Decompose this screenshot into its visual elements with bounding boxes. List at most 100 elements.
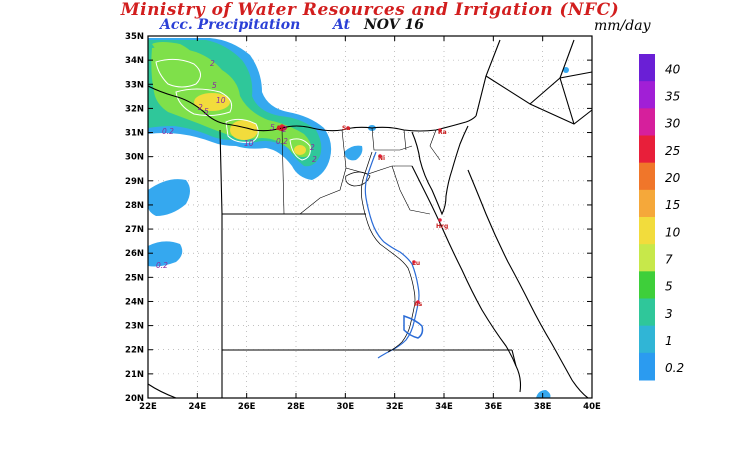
- lat-tick-label: 32N: [125, 104, 144, 114]
- legend-swatch: [639, 244, 655, 272]
- city-labels: Sa Ni Ra Lu Hrg As Ar: [276, 125, 448, 308]
- nile-river: [360, 151, 424, 359]
- legend-swatch: [639, 271, 655, 299]
- precip-core-2: [230, 120, 258, 140]
- legend-label: 7: [665, 252, 673, 266]
- station-luxor: [412, 260, 416, 264]
- coastline-arabia: [467, 169, 589, 399]
- legend-swatch: [639, 108, 655, 136]
- station-portsaid: [438, 128, 442, 132]
- precip-field: [148, 38, 569, 398]
- legend-swatch: [639, 162, 655, 191]
- lat-tick-label: 30N: [125, 153, 144, 163]
- date-label: NOV 16: [364, 17, 424, 33]
- legend-label: 15: [665, 198, 680, 212]
- legend-swatch: [639, 325, 655, 354]
- contour-label: 0.2: [276, 137, 288, 146]
- lon-tick-label: 40E: [583, 402, 601, 412]
- precip-patch-ne: [563, 67, 569, 73]
- legend-label: 40: [665, 62, 681, 76]
- legend-label: 20: [665, 171, 681, 185]
- lon-tick-label: 32E: [386, 402, 404, 412]
- legend-label: 25: [665, 144, 680, 158]
- lon-tick-label: 30E: [337, 402, 355, 412]
- city-label: Lu: [412, 260, 420, 267]
- station-aswan: [416, 300, 420, 304]
- legend-label: 1: [665, 334, 673, 348]
- precip-patch-se: [536, 390, 551, 398]
- lat-tick-label: 24N: [125, 297, 144, 307]
- lat-tick-label: 23N: [125, 322, 144, 332]
- lon-tick-label: 24E: [189, 402, 207, 412]
- contour-label: 2: [198, 103, 203, 112]
- legend-label: 0.2: [665, 361, 684, 375]
- border-sudan-east: [511, 349, 517, 367]
- lat-tick-label: 21N: [125, 370, 144, 380]
- lat-tick-label: 35N: [125, 32, 144, 42]
- color-legend: 40 35 30 25 20 15 10 7 5 3 1 0.2: [639, 54, 684, 381]
- legend-swatch: [639, 81, 655, 109]
- station-alexandria: [346, 126, 350, 130]
- lat-tick-label: 27N: [125, 225, 144, 235]
- city-label: Sa: [342, 125, 350, 132]
- lon-tick-label: 22E: [139, 402, 157, 412]
- lon-tick-labels: 22E 24E 26E 28E 30E 32E 34E 36E 38E 40E: [139, 402, 601, 412]
- legend-label: 3: [665, 307, 673, 321]
- lat-tick-labels: 35N 34N 33N 32N 31N 30N 29N 28N 27N 26N 25N 24N 23N 2…: [125, 32, 144, 404]
- map-title: Ministry of Water Resources and Irrigati…: [120, 0, 620, 20]
- legend-label: 10: [665, 225, 681, 239]
- legend-label: 35: [665, 89, 680, 103]
- contour-label: 2: [310, 143, 315, 152]
- border-syria: [559, 39, 575, 79]
- contour-label: 5: [270, 123, 275, 132]
- lon-tick-label: 34E: [435, 402, 453, 412]
- contour-label: 2: [282, 125, 287, 134]
- contour-label: 2: [312, 155, 317, 164]
- legend-swatch: [639, 298, 655, 327]
- border-jordan-saudi: [485, 71, 593, 105]
- plot-frame: [147, 35, 593, 399]
- border-iraq: [559, 77, 575, 125]
- precip-core-3: [294, 145, 306, 155]
- legend-swatch: [639, 217, 655, 245]
- station-cairo: [378, 154, 382, 158]
- lat-lon-grid: [148, 36, 592, 398]
- precip-patch-west-1: [148, 179, 190, 216]
- city-label: Ar: [276, 125, 284, 132]
- lon-tick-label: 38E: [534, 402, 552, 412]
- contour-label: 10: [244, 139, 254, 148]
- lat-tick-label: 20N: [125, 394, 144, 404]
- legend-swatch: [639, 54, 655, 82]
- city-label: Hrg: [436, 223, 448, 230]
- lat-tick-label: 29N: [125, 177, 144, 187]
- city-label: Ni: [378, 155, 385, 162]
- contour-label: 5: [212, 81, 217, 90]
- axis-ticks: [147, 35, 593, 399]
- legend-swatch: [639, 352, 655, 381]
- station-hurghada: [438, 218, 442, 222]
- legend-label: 5: [665, 280, 673, 294]
- lat-tick-label: 33N: [125, 80, 144, 90]
- city-label: As: [414, 301, 423, 308]
- border-libya-chad: [147, 383, 177, 399]
- precip-green-patch: [152, 42, 196, 60]
- lat-tick-label: 34N: [125, 56, 144, 66]
- precip-patch-delta: [344, 145, 363, 161]
- contour-label: 10: [216, 96, 226, 105]
- station-matrouh: [280, 124, 284, 128]
- at-label: At: [333, 17, 351, 33]
- legend-swatch: [639, 189, 655, 218]
- lat-tick-label: 28N: [125, 201, 144, 211]
- depression-outline: [345, 171, 371, 187]
- contour-label: 0.2: [162, 127, 174, 136]
- coastline-sinai: [411, 125, 469, 216]
- contour-label: 5: [204, 107, 209, 116]
- lat-tick-label: 31N: [125, 129, 144, 139]
- lon-tick-label: 26E: [238, 402, 256, 412]
- lon-tick-label: 28E: [287, 402, 305, 412]
- station-markers: [280, 124, 442, 304]
- legend-swatch: [639, 135, 655, 164]
- contour-lines: [155, 58, 311, 161]
